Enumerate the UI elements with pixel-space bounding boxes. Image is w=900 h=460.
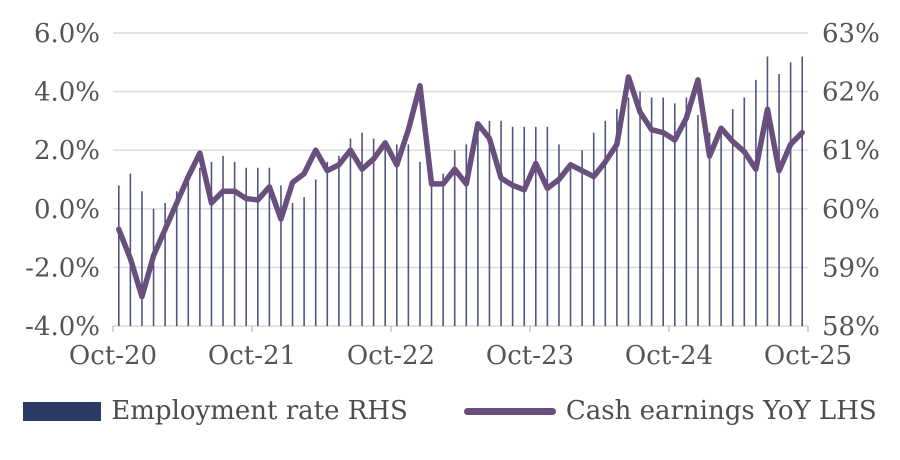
y-axis-label-left: 6.0% (34, 19, 100, 49)
legend-item-cash-earnings: Cash earnings YoY LHS (463, 396, 877, 426)
y-axis-label-right: 61% (822, 136, 880, 166)
y-axis-label-left: -4.0% (25, 312, 100, 342)
cash-earnings-swatch-icon (463, 407, 556, 415)
y-axis-label-left: 2.0% (34, 136, 100, 166)
y-axis-label-left: -2.0% (25, 253, 100, 283)
x-axis-label: Oct-20 (69, 341, 157, 371)
y-axis-label-right: 60% (822, 195, 880, 225)
chart-plot-area: 6.0% 4.0% 2.0% 0.0% -2.0% -4.0% 63% 62% 61% 60% 59… (25, 19, 880, 371)
y-axis-label-left: 0.0% (34, 195, 100, 225)
x-axis-label: Oct-25 (764, 341, 852, 371)
y-axis-label-left: 4.0% (34, 78, 100, 108)
y-axis-label-right: 58% (822, 312, 880, 342)
legend-label-cash-earnings: Cash earnings YoY LHS (565, 396, 877, 426)
y-axis-label-right: 63% (822, 19, 880, 49)
legend-label-employment-rate: Employment rate RHS (111, 396, 408, 426)
chart-legend: Employment rate RHS Cash earnings YoY LH… (0, 396, 900, 426)
x-axis-label: Oct-21 (208, 341, 296, 371)
legend-item-employment-rate: Employment rate RHS (23, 396, 408, 426)
y-axis-label-right: 59% (822, 253, 880, 283)
cash-earnings-line (116, 74, 805, 300)
x-axis-label: Oct-23 (486, 341, 574, 371)
y-axis-label-right: 62% (822, 78, 880, 108)
x-axis-label: Oct-24 (625, 341, 713, 371)
x-axis-label: Oct-22 (347, 341, 435, 371)
employment-rate-swatch-icon (23, 401, 102, 421)
